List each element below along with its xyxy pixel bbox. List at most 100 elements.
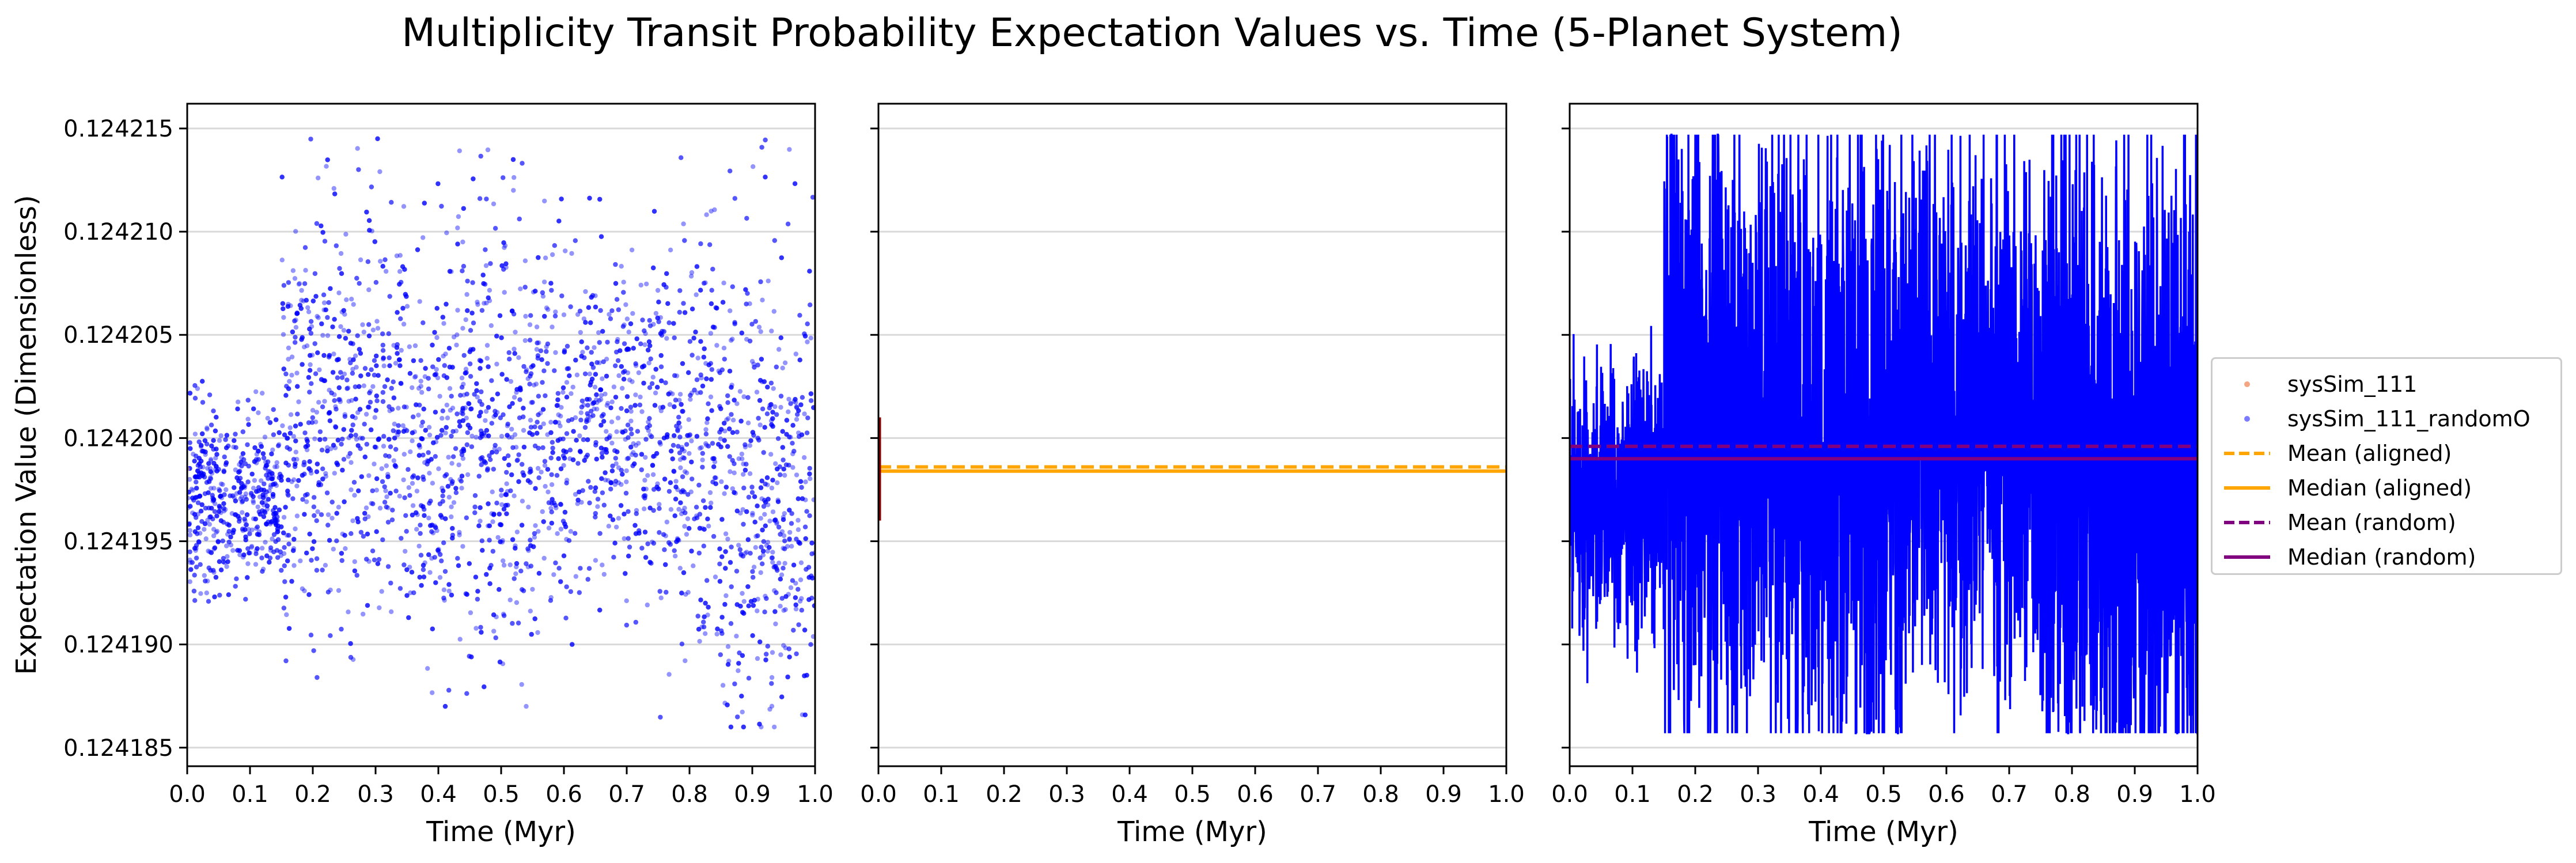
data-point [700, 383, 706, 389]
data-point [621, 377, 627, 382]
data-point [467, 425, 473, 431]
data-point [702, 281, 707, 286]
data-point [266, 519, 271, 525]
data-point [706, 362, 711, 368]
data-point [746, 494, 752, 500]
data-point [610, 463, 615, 468]
data-point [187, 549, 192, 555]
data-point [457, 148, 462, 153]
data-point [406, 467, 411, 472]
data-point [517, 216, 522, 222]
data-point [487, 581, 493, 586]
data-point [679, 489, 684, 495]
data-point [300, 362, 305, 367]
data-point [321, 292, 327, 297]
data-point [802, 524, 808, 529]
data-point [555, 391, 560, 396]
data-point [469, 444, 475, 449]
data-point [703, 600, 708, 606]
data-point [585, 397, 590, 402]
data-point [601, 502, 607, 508]
data-point [759, 496, 764, 501]
data-point [338, 397, 343, 402]
data-point [521, 444, 527, 450]
data-point [553, 350, 558, 355]
data-point [255, 504, 260, 510]
data-point [588, 414, 593, 419]
data-point [540, 445, 545, 451]
data-point [326, 300, 331, 305]
data-point [305, 491, 310, 497]
data-point [228, 493, 233, 498]
data-point [421, 504, 426, 509]
data-point [323, 474, 328, 479]
data-point [319, 321, 324, 327]
data-point [647, 318, 652, 323]
data-point [740, 610, 745, 615]
data-point [254, 460, 259, 465]
data-point [484, 355, 490, 361]
data-point [439, 558, 444, 563]
data-point [223, 462, 229, 467]
data-point [206, 490, 211, 495]
data-point [520, 461, 525, 467]
data-point [577, 308, 583, 314]
data-point [307, 389, 312, 395]
data-point [271, 482, 276, 487]
data-point [807, 465, 812, 471]
data-point [653, 311, 659, 316]
data-point [187, 391, 193, 396]
data-point [649, 434, 654, 440]
data-point [762, 610, 767, 615]
data-point [723, 593, 729, 599]
data-point [573, 574, 578, 579]
data-point [651, 209, 657, 214]
data-point [585, 397, 590, 402]
data-point [304, 437, 309, 442]
data-point [296, 478, 301, 483]
data-point [628, 404, 634, 410]
data-point [494, 361, 499, 367]
data-point [701, 354, 707, 360]
data-point [498, 415, 503, 421]
data-point [719, 631, 725, 636]
data-point [755, 656, 760, 661]
data-point [323, 307, 328, 312]
data-point [460, 418, 466, 423]
data-point [293, 335, 298, 340]
data-point [604, 403, 610, 408]
data-point [767, 706, 772, 712]
data-point [486, 364, 491, 369]
data-point [348, 433, 354, 438]
data-point [790, 423, 795, 428]
data-point [741, 461, 746, 467]
data-point [469, 444, 475, 449]
data-point [404, 567, 410, 573]
data-point [642, 495, 647, 501]
data-point [465, 400, 471, 406]
data-point [563, 524, 569, 529]
data-point [675, 537, 681, 543]
data-point [696, 627, 702, 632]
data-point [541, 368, 547, 373]
data-point [468, 347, 473, 352]
data-point [471, 320, 476, 325]
data-point [679, 445, 685, 450]
data-point [710, 267, 715, 272]
data-point [800, 712, 805, 717]
data-point [582, 371, 588, 377]
data-point [286, 301, 291, 307]
data-point [195, 474, 200, 479]
data-point [494, 614, 499, 620]
data-point [698, 445, 703, 451]
data-point [539, 470, 544, 475]
data-point [461, 353, 467, 358]
data-point [573, 357, 578, 363]
data-point [200, 449, 206, 454]
data-point [469, 311, 475, 316]
data-point [198, 509, 204, 514]
data-point [502, 456, 507, 461]
data-point [761, 504, 767, 509]
data-point [453, 486, 459, 491]
data-point [400, 423, 406, 428]
